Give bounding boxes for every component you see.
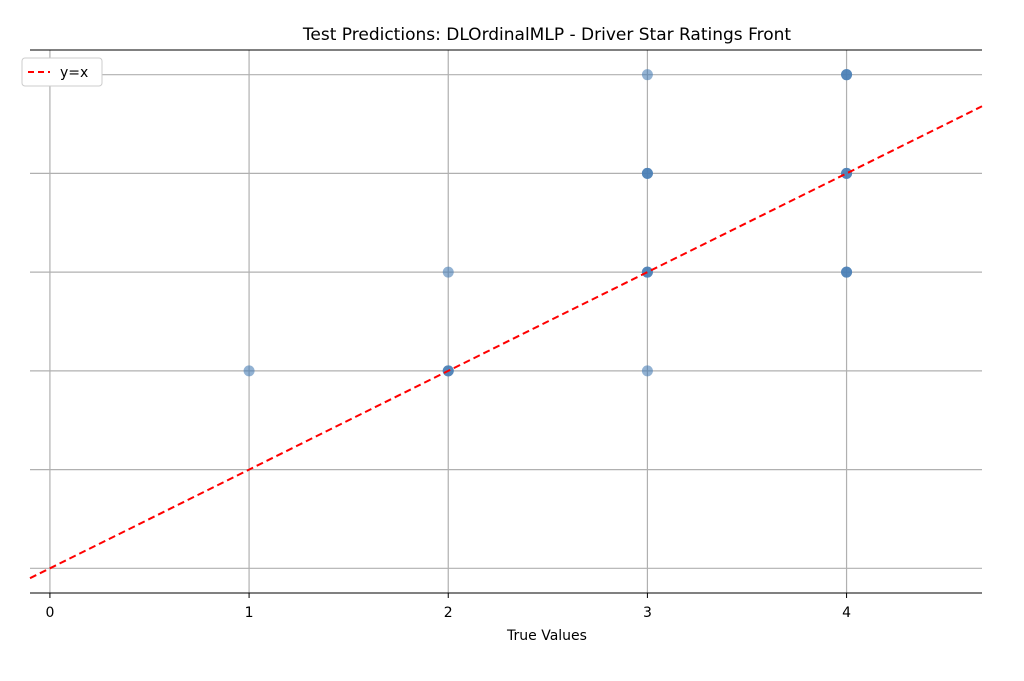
grid bbox=[30, 50, 982, 593]
legend-label-y-equals-x: y=x bbox=[60, 65, 88, 81]
data-point-9 bbox=[841, 69, 853, 81]
x-tick-label-2: 2 bbox=[444, 605, 453, 621]
data-point-5 bbox=[641, 167, 653, 179]
data-point-8 bbox=[841, 167, 853, 179]
y-equals-x-line bbox=[29, 105, 983, 580]
x-tick-label-0: 0 bbox=[45, 605, 54, 621]
x-tick-label-4: 4 bbox=[842, 605, 851, 621]
data-point-0 bbox=[243, 365, 255, 377]
x-tick-label-3: 3 bbox=[643, 605, 652, 621]
data-point-3 bbox=[641, 365, 653, 377]
axes bbox=[30, 49, 982, 598]
legend-box bbox=[21, 57, 103, 87]
legend: y=x bbox=[21, 57, 103, 87]
data-point-7 bbox=[841, 266, 853, 278]
x-axis-label: True Values bbox=[506, 628, 587, 644]
data-point-6 bbox=[641, 69, 653, 81]
data-points bbox=[243, 69, 853, 377]
x-tick-labels: 0 1 2 3 4 bbox=[45, 605, 851, 621]
chart-title: Test Predictions: DLOrdinalMLP - Driver … bbox=[302, 25, 791, 45]
data-point-2 bbox=[442, 266, 454, 278]
data-point-4 bbox=[641, 266, 653, 278]
x-tick-label-1: 1 bbox=[245, 605, 254, 621]
reference-line bbox=[29, 105, 983, 580]
